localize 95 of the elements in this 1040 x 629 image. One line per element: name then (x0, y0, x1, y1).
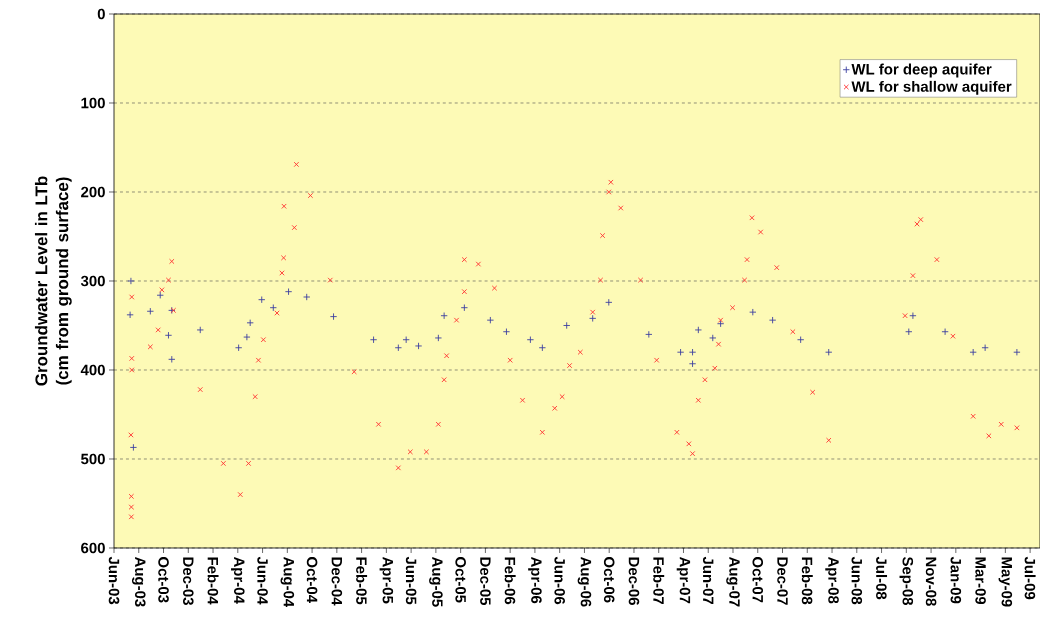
y-tick-label: 100 (81, 97, 105, 109)
point (797, 336, 805, 344)
point (414, 342, 423, 350)
x-tick-label: Feb-04 (207, 557, 219, 605)
point (284, 288, 293, 296)
x-tick-label: Aug-06 (577, 556, 592, 607)
x-tick-label: May-09 (998, 557, 1013, 607)
point (709, 334, 717, 342)
x-tick-label: Feb-08 (801, 557, 813, 605)
point (329, 312, 338, 321)
x-tick-label: Apr-08 (825, 556, 839, 604)
x-tick-label: Jul-09 (1024, 556, 1036, 600)
x-tick-label: Jan-09 (950, 556, 962, 604)
x-tick-label: Aug-05 (429, 556, 443, 607)
x-tick-label: Nov-08 (925, 557, 937, 606)
point (402, 336, 410, 344)
x-tick-label: Oct-04 (306, 557, 318, 603)
point (486, 316, 494, 324)
y-axis-title: Groundwater Level in LTb (cm from ground surface) (34, 176, 72, 386)
point (676, 348, 685, 356)
point (303, 293, 311, 301)
point (246, 319, 254, 327)
point (502, 328, 511, 336)
point (749, 308, 757, 316)
x-tick-label: Apr-05 (379, 556, 394, 604)
point (269, 304, 277, 312)
point (1013, 348, 1021, 356)
x-tick-label: Dec-05 (480, 557, 491, 606)
y-tick-label: 500 (81, 453, 105, 465)
point (688, 348, 697, 356)
x-tick-label: Jun-03 (108, 556, 120, 605)
point (168, 355, 176, 363)
x-tick-label: Oct-05 (455, 557, 466, 603)
point (768, 316, 777, 324)
legend-label: WL for deep aquifer (851, 63, 992, 78)
x-tick-label: Oct-06 (603, 557, 615, 603)
x-tick-label: Aug-03 (131, 556, 146, 607)
point (688, 360, 697, 368)
x-tick-label: Oct-03 (158, 557, 169, 603)
point (589, 314, 597, 323)
x-tick-label: Sep-08 (899, 556, 914, 606)
x-tick-label: Oct-07 (752, 557, 764, 603)
x-tick-label: Feb-05 (356, 557, 368, 605)
point (905, 328, 913, 336)
x-tick-label: Mar-09 (975, 557, 986, 605)
y-tick-label: 0 (97, 8, 105, 20)
x-tick-label: Feb-06 (504, 557, 516, 605)
point (716, 320, 725, 328)
point (981, 344, 989, 352)
point (909, 312, 917, 320)
point (941, 328, 949, 336)
point (969, 348, 977, 356)
y-tick-label: 200 (81, 186, 105, 198)
legend-label: WL for shallow aquifer (851, 80, 1012, 95)
point (129, 443, 138, 452)
point (126, 311, 134, 319)
point (394, 344, 402, 352)
point (258, 296, 266, 304)
x-tick-label: Feb-07 (653, 557, 665, 605)
point (526, 336, 535, 344)
y-tick-label: 300 (80, 275, 105, 287)
x-tick-label: Jun-06 (554, 556, 565, 605)
x-tick-label: Jul-08 (876, 556, 888, 600)
x-tick-label: Dec-06 (628, 557, 640, 605)
x-tick-label: Aug-04 (280, 556, 295, 608)
x-tick-label: Dec-07 (777, 557, 788, 605)
x-tick-label: Apr-06 (528, 556, 542, 604)
point (605, 298, 613, 306)
x-tick-label: Jun-04 (257, 556, 268, 605)
point (563, 321, 571, 330)
point (645, 330, 653, 339)
point (235, 344, 243, 352)
point (156, 291, 164, 299)
point (825, 348, 833, 356)
point (243, 333, 251, 341)
point (434, 334, 442, 342)
x-tick-label: Jun-08 (851, 556, 863, 605)
x-tick-label: Dec-04 (331, 557, 343, 606)
x-tick-label: Apr-07 (676, 556, 691, 604)
point (694, 326, 702, 334)
x-tick-label: Jun-07 (702, 556, 714, 605)
point (538, 344, 546, 352)
point (127, 277, 135, 285)
point (440, 312, 448, 320)
x-tick-label: Jun-05 (405, 556, 417, 605)
x-tick-label: Apr-04 (231, 556, 245, 604)
point (146, 307, 154, 315)
x-tick-label: Dec-03 (182, 557, 194, 605)
point (369, 336, 378, 344)
point (460, 304, 468, 312)
point (196, 326, 204, 334)
x-tick-label: Aug-07 (726, 556, 740, 607)
y-tick-label: 600 (81, 542, 105, 554)
y-tick-label: 400 (80, 364, 105, 376)
point (164, 331, 173, 339)
